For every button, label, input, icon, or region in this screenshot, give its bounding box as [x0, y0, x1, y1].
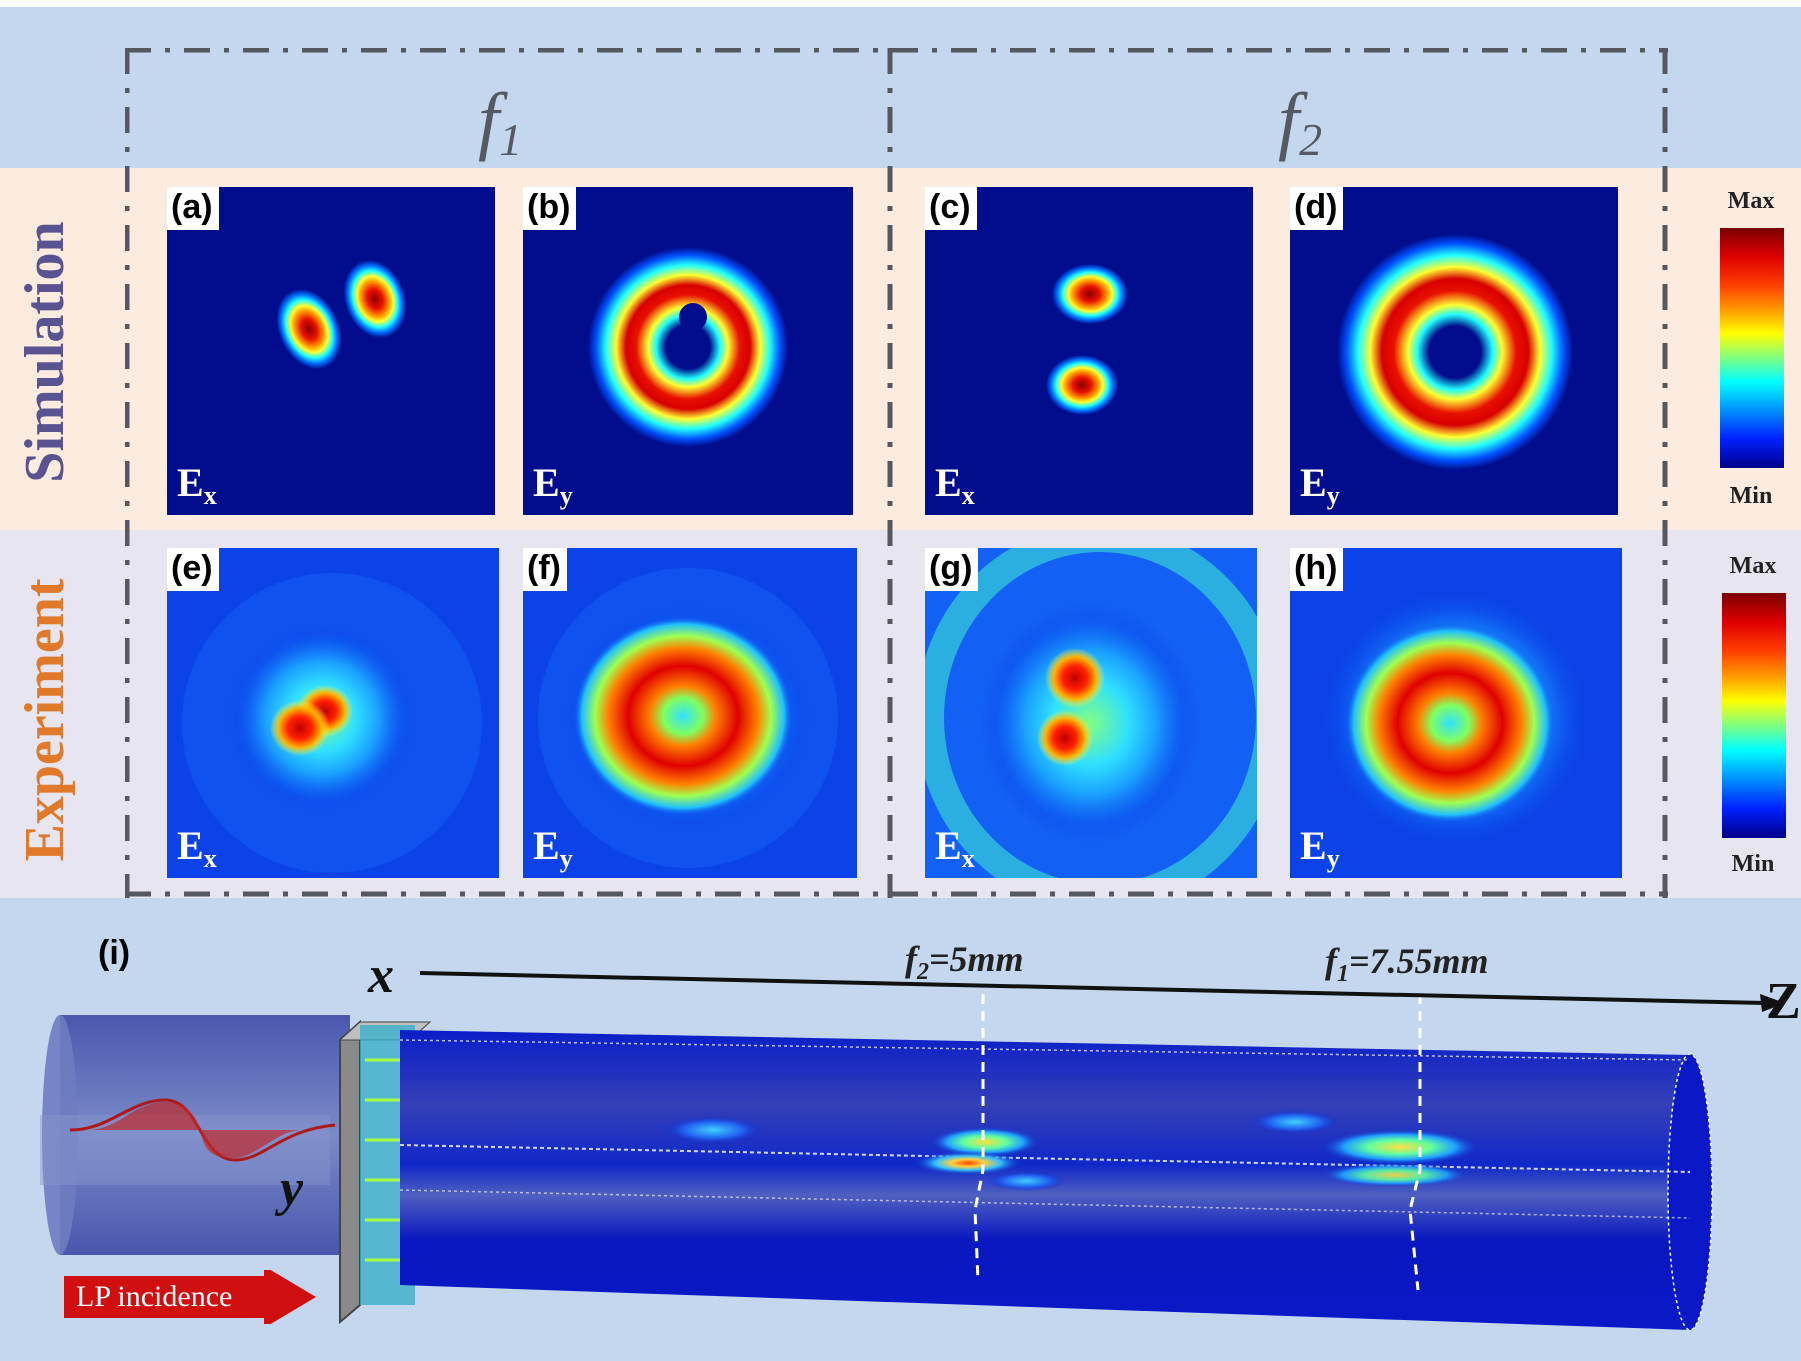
panel-a: (a) Ex: [167, 187, 495, 515]
component-label-e: Ex: [177, 823, 217, 873]
colorbar-experiment: Max Min: [1714, 553, 1792, 883]
propagation-diagram: (i): [0, 898, 1801, 1361]
colorbar-max-label: Max: [1727, 188, 1775, 214]
lp-incidence-label: LP incidence: [76, 1280, 233, 1313]
component-label-a: Ex: [177, 460, 217, 510]
colorbar-gradient: [1720, 228, 1784, 468]
focus-label-f1: f1=7.55mm: [1325, 941, 1489, 987]
field-map-e: [182, 573, 482, 873]
panel-label-g: (g): [925, 548, 979, 592]
panel-h: (h) Ey: [1290, 548, 1622, 878]
component-label-b: Ey: [533, 460, 573, 510]
panel-label-c: (c): [925, 187, 977, 231]
component-label-c: Ex: [935, 460, 975, 510]
row-label-experiment: Experiment: [14, 578, 76, 862]
component-label-g: Ex: [935, 823, 975, 873]
panel-label-e: (e): [167, 548, 219, 592]
panel-f: (f) Ey: [523, 548, 857, 878]
colorbar-max-label: Max: [1729, 553, 1777, 579]
lp-incidence-arrow: LP incidence: [64, 1270, 316, 1324]
panel-label-i: (i): [98, 934, 131, 972]
field-map-g: [925, 548, 1257, 878]
panel-e: (e) Ex: [167, 548, 499, 878]
column-title-f2: f2: [1278, 78, 1323, 165]
colorbar-simulation: Max Min: [1712, 188, 1790, 518]
field-map-d: [1337, 234, 1573, 470]
colorbar-gradient: [1722, 593, 1786, 838]
colorbar-min-label: Min: [1729, 483, 1773, 509]
component-label-h: Ey: [1300, 823, 1340, 873]
axis-label-x: x: [368, 947, 394, 1004]
propagation-scene: [40, 971, 1785, 1331]
arrow-right-icon: [64, 1270, 316, 1324]
panel-label-a: (a): [167, 187, 219, 231]
field-map-h: [1320, 588, 1590, 848]
panel-d: (d) Ey: [1290, 187, 1618, 515]
field-map-f: [538, 568, 838, 868]
axis-label-y: y: [280, 1160, 304, 1217]
field-map-a: [276, 260, 407, 370]
row-label-simulation: Simulation: [14, 221, 76, 483]
panel-label-f: (f): [523, 548, 567, 592]
panel-label-b: (b): [523, 187, 577, 231]
component-label-d: Ey: [1300, 460, 1340, 510]
axis-label-z: Z: [1766, 973, 1801, 1030]
column-title-f1: f1: [478, 78, 523, 165]
panel-g: (g) Ex: [925, 548, 1257, 878]
panel-c: (c) Ex: [925, 187, 1253, 515]
colorbar-min-label: Min: [1731, 851, 1775, 877]
panel-b: (b) Ey: [523, 187, 853, 515]
focus-label-f2: f2=5mm: [905, 939, 1024, 985]
component-label-f: Ey: [533, 823, 573, 873]
panel-label-h: (h): [1290, 548, 1344, 592]
panel-label-d: (d): [1290, 187, 1344, 231]
field-map-c: [1046, 264, 1128, 415]
field-map-b: [588, 247, 788, 447]
top-margin: [0, 0, 1801, 7]
